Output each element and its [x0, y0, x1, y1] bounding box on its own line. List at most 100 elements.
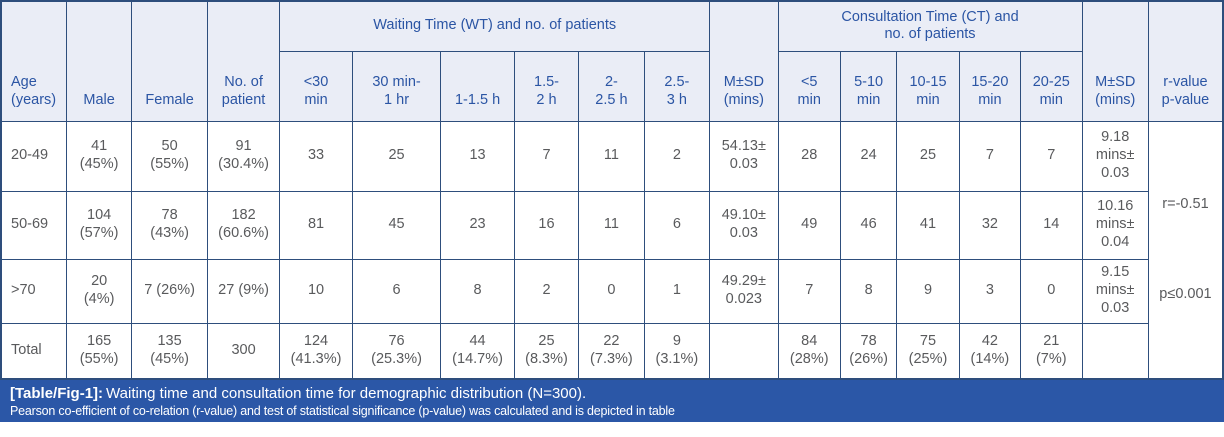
- table-row: 50-69 104 (57%) 78 (43%) 182 (60.6%) 81 …: [0, 190, 1223, 260]
- col-header-no-of-patient: No. of patient: [206, 0, 281, 122]
- table-cell: 182 (60.6%): [206, 190, 281, 260]
- table-cell: 27 (9%): [206, 258, 281, 324]
- table-cell: 14: [1020, 190, 1083, 260]
- cell-wt-msd: 54.13± 0.03: [709, 120, 779, 192]
- cell-age-group: 50-69: [0, 190, 67, 260]
- cell-wt-msd: 49.10± 0.03: [709, 190, 779, 260]
- col-header-ct-5-10min: 5-10 min: [839, 50, 898, 122]
- table-cell: 46: [839, 190, 898, 260]
- table-cell: 41: [896, 190, 960, 260]
- col-header-wt-msd: M±SD (mins): [709, 0, 779, 122]
- table-cell: 21 (7%): [1020, 322, 1083, 380]
- cell-age-group: 20-49: [0, 120, 67, 192]
- table-cell: 76 (25.3%): [351, 322, 442, 380]
- table-cell: 11: [578, 190, 645, 260]
- col-header-male: Male: [65, 0, 133, 122]
- col-header-ct-10-15min: 10-15 min: [896, 50, 960, 122]
- table-caption: [Table/Fig-1]: Waiting time and consultat…: [0, 380, 1224, 422]
- col-header-wt-lt30min: <30 min: [279, 50, 353, 122]
- data-table: Age (years) Male Female No. of patient W…: [0, 0, 1224, 380]
- col-header-r-p-value: r-value p-value: [1147, 0, 1224, 122]
- caption-title: Waiting time and consultation time for d…: [106, 385, 587, 402]
- table-row: >70 20 (4%) 7 (26%) 27 (9%) 10 6 8 2 0 1…: [0, 258, 1223, 324]
- table-cell: 2: [513, 258, 580, 324]
- table-row: Total 165 (55%) 135 (45%) 300 124 (41.3%…: [0, 322, 1223, 380]
- table-cell: 7: [1020, 120, 1083, 192]
- cell-r-p-value: r=-0.51 p≤0.001: [1147, 120, 1224, 380]
- table-row: 20-49 41 (45%) 50 (55%) 91 (30.4%) 33 25…: [0, 120, 1224, 380]
- table-cell: 25: [351, 120, 442, 192]
- table-cell: 78 (43%): [131, 190, 208, 260]
- col-header-ct-15-20min: 15-20 min: [958, 50, 1022, 122]
- cell-ct-msd: 9.18 mins± 0.03: [1081, 120, 1149, 192]
- r-value: r=-0.51: [1162, 195, 1209, 212]
- table-cell: 24: [839, 120, 898, 192]
- table-cell: 7: [513, 120, 580, 192]
- table-cell: 22 (7.3%): [578, 322, 645, 380]
- table-cell: 23: [440, 190, 515, 260]
- table-cell: 10: [279, 258, 353, 324]
- table-cell: 165 (55%): [65, 322, 133, 380]
- table-cell: 84 (28%): [777, 322, 841, 380]
- table-cell: 11: [578, 120, 645, 192]
- header-row-sub: <30 min 30 min- 1 hr 1-1.5 h 1.5- 2 h 2-…: [1, 50, 1223, 122]
- group-header-waiting-time: Waiting Time (WT) and no. of patients: [279, 0, 711, 52]
- table-cell: 3: [958, 258, 1022, 324]
- table-cell: 50 (55%): [131, 120, 208, 192]
- group-header-consultation-time: Consultation Time (CT) and no. of patien…: [777, 0, 1083, 52]
- col-header-wt-2-5-3h: 2.5- 3 h: [643, 50, 711, 122]
- col-header-wt-30min-1hr: 30 min- 1 hr: [351, 50, 442, 122]
- table-cell: 41 (45%): [65, 120, 133, 192]
- cell-age-group: Total: [0, 322, 67, 380]
- table-cell: 42 (14%): [958, 322, 1022, 380]
- table-cell: 49: [777, 190, 841, 260]
- table-cell: 6: [351, 258, 442, 324]
- cell-ct-msd: 10.16 mins± 0.04: [1081, 190, 1149, 260]
- table-cell: 124 (41.3%): [279, 322, 353, 380]
- col-header-wt-1-1-5h: 1-1.5 h: [440, 50, 515, 122]
- header-row-groups: Age (years) Male Female No. of patient W…: [0, 0, 1224, 122]
- col-header-wt-2-2-5h: 2- 2.5 h: [578, 50, 645, 122]
- table-cell: 0: [1020, 258, 1083, 324]
- table-cell: 45: [351, 190, 442, 260]
- table-cell: 32: [958, 190, 1022, 260]
- table-cell: 6: [643, 190, 711, 260]
- col-header-wt-1-5-2h: 1.5- 2 h: [513, 50, 580, 122]
- table-cell: 91 (30.4%): [206, 120, 281, 192]
- table-cell: 9 (3.1%): [643, 322, 711, 380]
- table-cell: 81: [279, 190, 353, 260]
- col-header-female: Female: [131, 0, 208, 122]
- table-cell: 75 (25%): [896, 322, 960, 380]
- col-header-age: Age (years): [0, 0, 67, 122]
- table-cell: 78 (26%): [839, 322, 898, 380]
- cell-ct-msd: 9.15 mins± 0.03: [1081, 258, 1149, 324]
- col-header-ct-msd: M±SD (mins): [1081, 0, 1149, 122]
- table-cell: 0: [578, 258, 645, 324]
- table-cell: 33: [279, 120, 353, 192]
- table-cell: 7: [777, 258, 841, 324]
- table-cell: 8: [440, 258, 515, 324]
- cell-wt-msd: [709, 322, 779, 380]
- caption-line1: [Table/Fig-1]: Waiting time and consultat…: [10, 384, 1214, 404]
- cell-wt-msd: 49.29± 0.023: [709, 258, 779, 324]
- table-cell: 25 (8.3%): [513, 322, 580, 380]
- col-header-ct-lt5min: <5 min: [777, 50, 841, 122]
- table-cell: 25: [896, 120, 960, 192]
- caption-note: Pearson co-efficient of co-relation (r-v…: [10, 403, 675, 418]
- p-value: p≤0.001: [1159, 286, 1212, 303]
- table-cell: 7 (26%): [131, 258, 208, 324]
- cell-age-group: >70: [0, 258, 67, 324]
- table-cell: 8: [839, 258, 898, 324]
- table-cell: 1: [643, 258, 711, 324]
- cell-ct-msd: [1081, 322, 1149, 380]
- table-cell: 9: [896, 258, 960, 324]
- table-cell: 20 (4%): [65, 258, 133, 324]
- table-cell: 300: [206, 322, 281, 380]
- table-cell: 2: [643, 120, 711, 192]
- table-cell: 135 (45%): [131, 322, 208, 380]
- caption-label: [Table/Fig-1]:: [10, 385, 104, 402]
- table-cell: 104 (57%): [65, 190, 133, 260]
- table-cell: 16: [513, 190, 580, 260]
- table-cell: 44 (14.7%): [440, 322, 515, 380]
